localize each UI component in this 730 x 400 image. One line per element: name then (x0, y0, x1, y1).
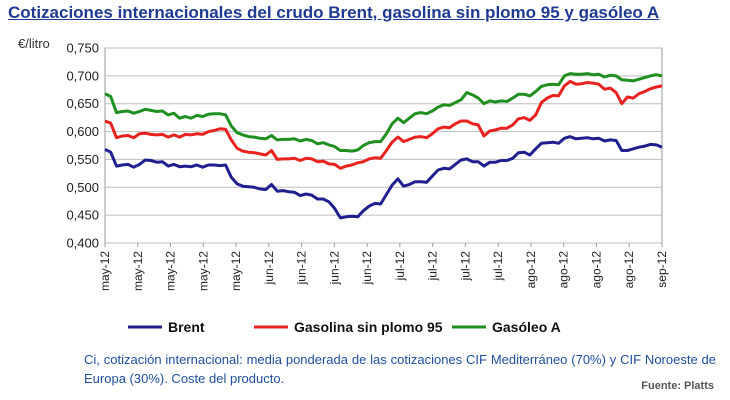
y-tick-label: 0,400 (66, 236, 99, 251)
gasolina-line (104, 79, 663, 170)
x-tick-label: jun-12 (262, 251, 276, 286)
series-layer (104, 72, 663, 220)
x-tick-label: ago-12 (622, 251, 636, 289)
y-tick-label: 0,450 (66, 208, 99, 223)
x-tick-label: jul-12 (393, 251, 407, 282)
legend-item-brent: Brent (128, 319, 205, 335)
legend: Brent Gasolina sin plomo 95 Gasóleo A (128, 319, 561, 335)
x-tick-label: ago-12 (589, 251, 603, 289)
x-tick-label: jun-12 (327, 251, 341, 286)
legend-label: Gasóleo A (492, 319, 561, 335)
x-tick-label: may-12 (196, 251, 210, 291)
x-tick-label: may-12 (131, 251, 145, 291)
y-tick-label: 0,600 (66, 124, 99, 139)
grid-layer (104, 47, 663, 244)
x-tick-label: jul-12 (426, 251, 440, 282)
x-tick-label: may-12 (98, 251, 112, 291)
line-chart: 0,400 0,450 0,500 0,550 0,600 0,650 0,700 0,750… (66, 41, 669, 336)
gasoleo-line (104, 72, 663, 153)
x-tick-label: jun-12 (295, 251, 309, 286)
footnote: Ci, cotización internacional: media pond… (84, 352, 716, 386)
x-tick-label: jun-12 (360, 251, 374, 286)
x-tick-label: may-12 (164, 251, 178, 291)
y-tick-label: 0,550 (66, 152, 99, 167)
axis-layer: 0,400 0,450 0,500 0,550 0,600 0,650 0,700 0,750… (66, 41, 669, 292)
y-tick-label: 0,650 (66, 96, 99, 111)
legend-item-gasolina: Gasolina sin plomo 95 (254, 319, 443, 335)
y-unit-label: €/litro (18, 36, 50, 51)
x-tick-label: jul-12 (491, 251, 505, 282)
y-tick-label: 0,700 (66, 68, 99, 83)
legend-label: Gasolina sin plomo 95 (294, 319, 443, 335)
x-tick-label: may-12 (229, 251, 243, 291)
x-tick-label: jul-12 (458, 251, 472, 282)
source-label: Fuente: Platts (641, 380, 714, 392)
brent-line (104, 135, 663, 220)
y-tick-label: 0,750 (66, 41, 99, 56)
plot-frame (104, 47, 663, 244)
y-tick-label: 0,500 (66, 180, 99, 195)
legend-item-gasoleo: Gasóleo A (452, 319, 561, 335)
x-tick-label: ago-12 (524, 251, 538, 289)
x-tick-label: ago-12 (557, 251, 571, 289)
legend-label: Brent (168, 319, 205, 335)
x-tick-label: sep-12 (655, 251, 669, 288)
chart-title: Cotizaciones internacionales del crudo B… (8, 3, 660, 22)
